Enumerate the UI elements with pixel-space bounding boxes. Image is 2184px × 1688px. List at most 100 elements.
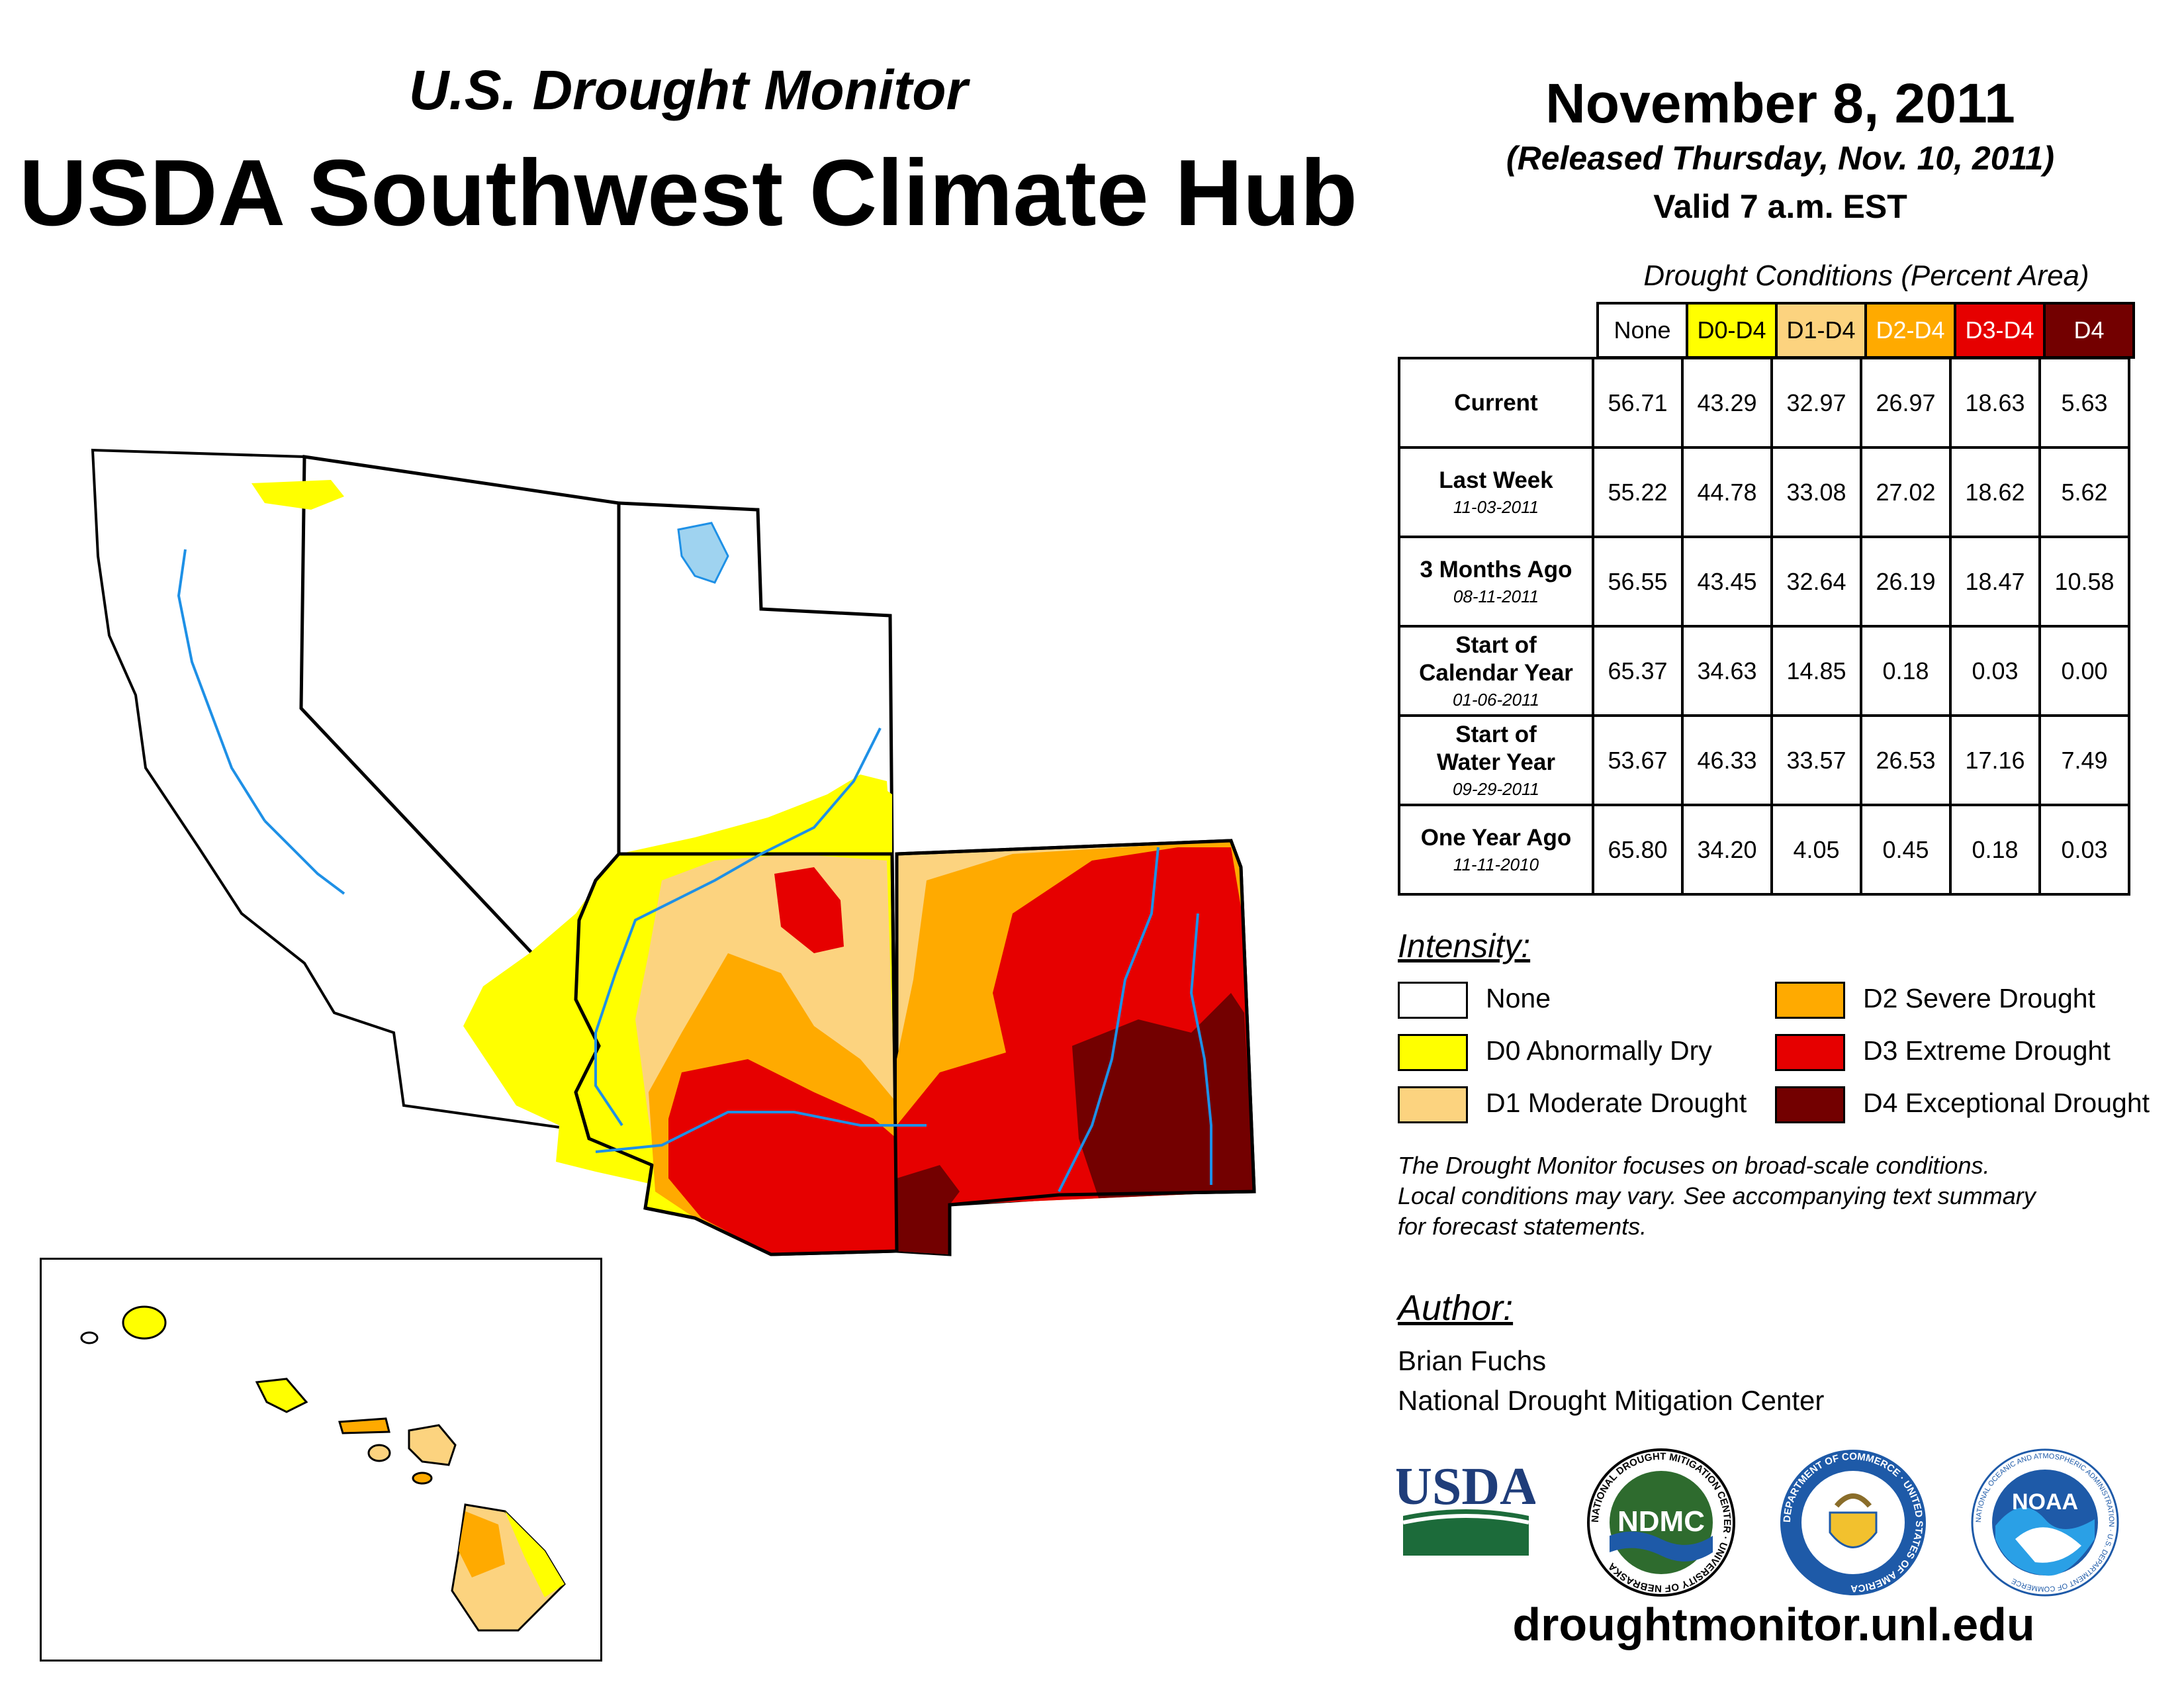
d0-region-utah-east — [768, 781, 892, 854]
big-island-d2 — [459, 1511, 505, 1577]
row-label-line: 3 Months Ago — [1420, 556, 1572, 583]
legend-swatch — [1398, 982, 1468, 1019]
table-cell: 32.97 — [1770, 357, 1862, 449]
legend-swatch — [1775, 1034, 1845, 1071]
d4-region-new-mexico-south — [897, 1165, 960, 1254]
website-link[interactable]: droughtmonitor.unl.edu — [1512, 1599, 2035, 1650]
table-cell: 0.00 — [2038, 625, 2130, 717]
disclaimer-line: The Drought Monitor focuses on broad-sca… — [1398, 1152, 1990, 1179]
commerce-logo: DEPARTMENT OF COMMERCE · UNITED STATES O… — [1780, 1450, 1926, 1595]
usda-logo-text: USDA — [1396, 1458, 1535, 1516]
arizona-border — [619, 852, 899, 1256]
row-date: 11-03-2011 — [1453, 496, 1539, 517]
author-name: Brian Fuchs — [1398, 1345, 1547, 1376]
row-label: Current — [1398, 357, 1594, 449]
legend-swatch — [1398, 1086, 1468, 1123]
row-label-line: Start of — [1455, 721, 1537, 747]
d3-region-arizona — [668, 1059, 897, 1254]
table-cell: 56.71 — [1592, 357, 1684, 449]
row-label: 3 Months Ago 08-11-2011 — [1398, 536, 1594, 628]
table-cell: 5.63 — [2038, 357, 2130, 449]
table-row: Current 56.71 43.29 32.97 26.97 18.63 5.63 — [1398, 357, 2130, 449]
author-title: Author: — [1398, 1288, 1514, 1328]
valid-time: Valid 7 a.m. EST — [1653, 188, 1907, 225]
legend-label: D0 Abnormally Dry — [1486, 1035, 1712, 1066]
table-cell: 18.63 — [1949, 357, 2041, 449]
table-cell: 34.63 — [1681, 625, 1773, 717]
table-cell: 17.16 — [1949, 714, 2041, 806]
drought-table-header: None D0-D4 D1-D4 D2-D4 D3-D4 D4 — [1596, 302, 2135, 359]
table-cell: 46.33 — [1681, 714, 1773, 806]
legend-swatch — [1775, 1086, 1845, 1123]
table-cell: 32.64 — [1770, 536, 1862, 628]
great-salt-lake — [677, 522, 729, 584]
row-label-line: Current — [1454, 389, 1538, 416]
southwest-drought-map — [91, 448, 1256, 1256]
table-cell: 0.18 — [1949, 804, 2041, 896]
noaa-logo-text: NOAA — [2012, 1489, 2078, 1515]
usda-logo: USDA — [1396, 1458, 1535, 1556]
legend-label: D2 Severe Drought — [1863, 983, 2095, 1013]
col-header-d3-d4: D3-D4 — [1954, 302, 2046, 359]
kauai-island — [122, 1305, 167, 1340]
col-header-none: None — [1596, 302, 1688, 359]
row-label-line: One Year Ago — [1420, 824, 1572, 851]
table-cell: 33.57 — [1770, 714, 1862, 806]
maui-island — [408, 1424, 457, 1466]
row-label-line: Last Week — [1439, 467, 1553, 493]
table-cell: 0.45 — [1860, 804, 1952, 896]
d4-region-new-mexico-east — [1072, 993, 1254, 1198]
molokai-island — [338, 1417, 390, 1434]
col-header-d2-d4: D2-D4 — [1864, 302, 1956, 359]
table-cell: 10.58 — [2038, 536, 2130, 628]
row-date: 11-11-2010 — [1453, 854, 1539, 874]
disclaimer-text: The Drought Monitor focuses on broad-sca… — [1398, 1150, 2159, 1242]
gila-river — [595, 1111, 927, 1153]
table-cell: 18.62 — [1949, 446, 2041, 538]
row-label: Last Week 11-03-2011 — [1398, 446, 1594, 538]
ndmc-logo: NDMC NATIONAL DROUGHT MITIGATION CENTER … — [1587, 1448, 1735, 1597]
hawaii-map — [80, 1305, 566, 1632]
table-cell: 4.05 — [1770, 804, 1862, 896]
noaa-logo: NOAA NATIONAL OCEANIC AND ATMOSPHERIC AD… — [1971, 1448, 2119, 1597]
hawaii-inset — [40, 1258, 602, 1662]
table-cell: 27.02 — [1860, 446, 1952, 538]
table-cell: 26.19 — [1860, 536, 1952, 628]
table-cell: 53.67 — [1592, 714, 1684, 806]
row-label: Start of Calendar Year 01-06-2011 — [1398, 625, 1594, 717]
disclaimer-line: Local conditions may vary. See accompany… — [1398, 1182, 2036, 1210]
table-cell: 65.37 — [1592, 625, 1684, 717]
table-row: Start of Water Year 09-29-2011 53.67 46.33 33… — [1398, 714, 2130, 806]
colorado-river — [594, 727, 882, 1127]
table-cell: 43.45 — [1681, 536, 1773, 628]
map-subtitle: U.S. Drought Monitor — [408, 59, 968, 121]
table-cell: 34.20 — [1681, 804, 1773, 896]
table-cell: 0.18 — [1860, 625, 1952, 717]
table-cell: 65.80 — [1592, 804, 1684, 896]
table-row: Start of Calendar Year 01-06-2011 65.37 34.6… — [1398, 625, 2130, 717]
row-label: One Year Ago 11-11-2010 — [1398, 804, 1594, 896]
legend-label: D4 Exceptional Drought — [1863, 1088, 2150, 1118]
table-cell: 44.78 — [1681, 446, 1773, 538]
table-row: One Year Ago 11-11-2010 65.80 34.20 4.05 0.45… — [1398, 804, 2130, 896]
table-cell: 43.29 — [1681, 357, 1773, 449]
table-caption: Drought Conditions (Percent Area) — [1643, 259, 2089, 292]
release-date: (Released Thursday, Nov. 10, 2011) — [1506, 140, 2055, 177]
kahoolawe-island — [412, 1472, 433, 1485]
table-cell: 18.47 — [1949, 536, 2041, 628]
map-date: November 8, 2011 — [1545, 72, 2015, 134]
drought-table: Current 56.71 43.29 32.97 26.97 18.63 5.63 Last… — [1398, 357, 2130, 896]
table-cell: 56.55 — [1592, 536, 1684, 628]
table-row: Last Week 11-03-2011 55.22 44.78 33.08 27.02 1… — [1398, 446, 2130, 538]
row-label-line: Start of — [1455, 632, 1537, 658]
table-row: 3 Months Ago 08-11-2011 56.55 43.45 32.64 26.… — [1398, 536, 2130, 628]
table-cell: 55.22 — [1592, 446, 1684, 538]
big-island-d0 — [505, 1511, 565, 1597]
rio-grande — [1058, 847, 1160, 1192]
legend-label: D1 Moderate Drought — [1486, 1088, 1747, 1118]
san-joaquin-river — [263, 820, 345, 895]
row-date: 01-06-2011 — [1452, 689, 1540, 710]
d0-region-north — [251, 480, 344, 510]
map-title: USDA Southwest Climate Hub — [19, 140, 1358, 246]
row-date: 08-11-2011 — [1453, 586, 1539, 606]
